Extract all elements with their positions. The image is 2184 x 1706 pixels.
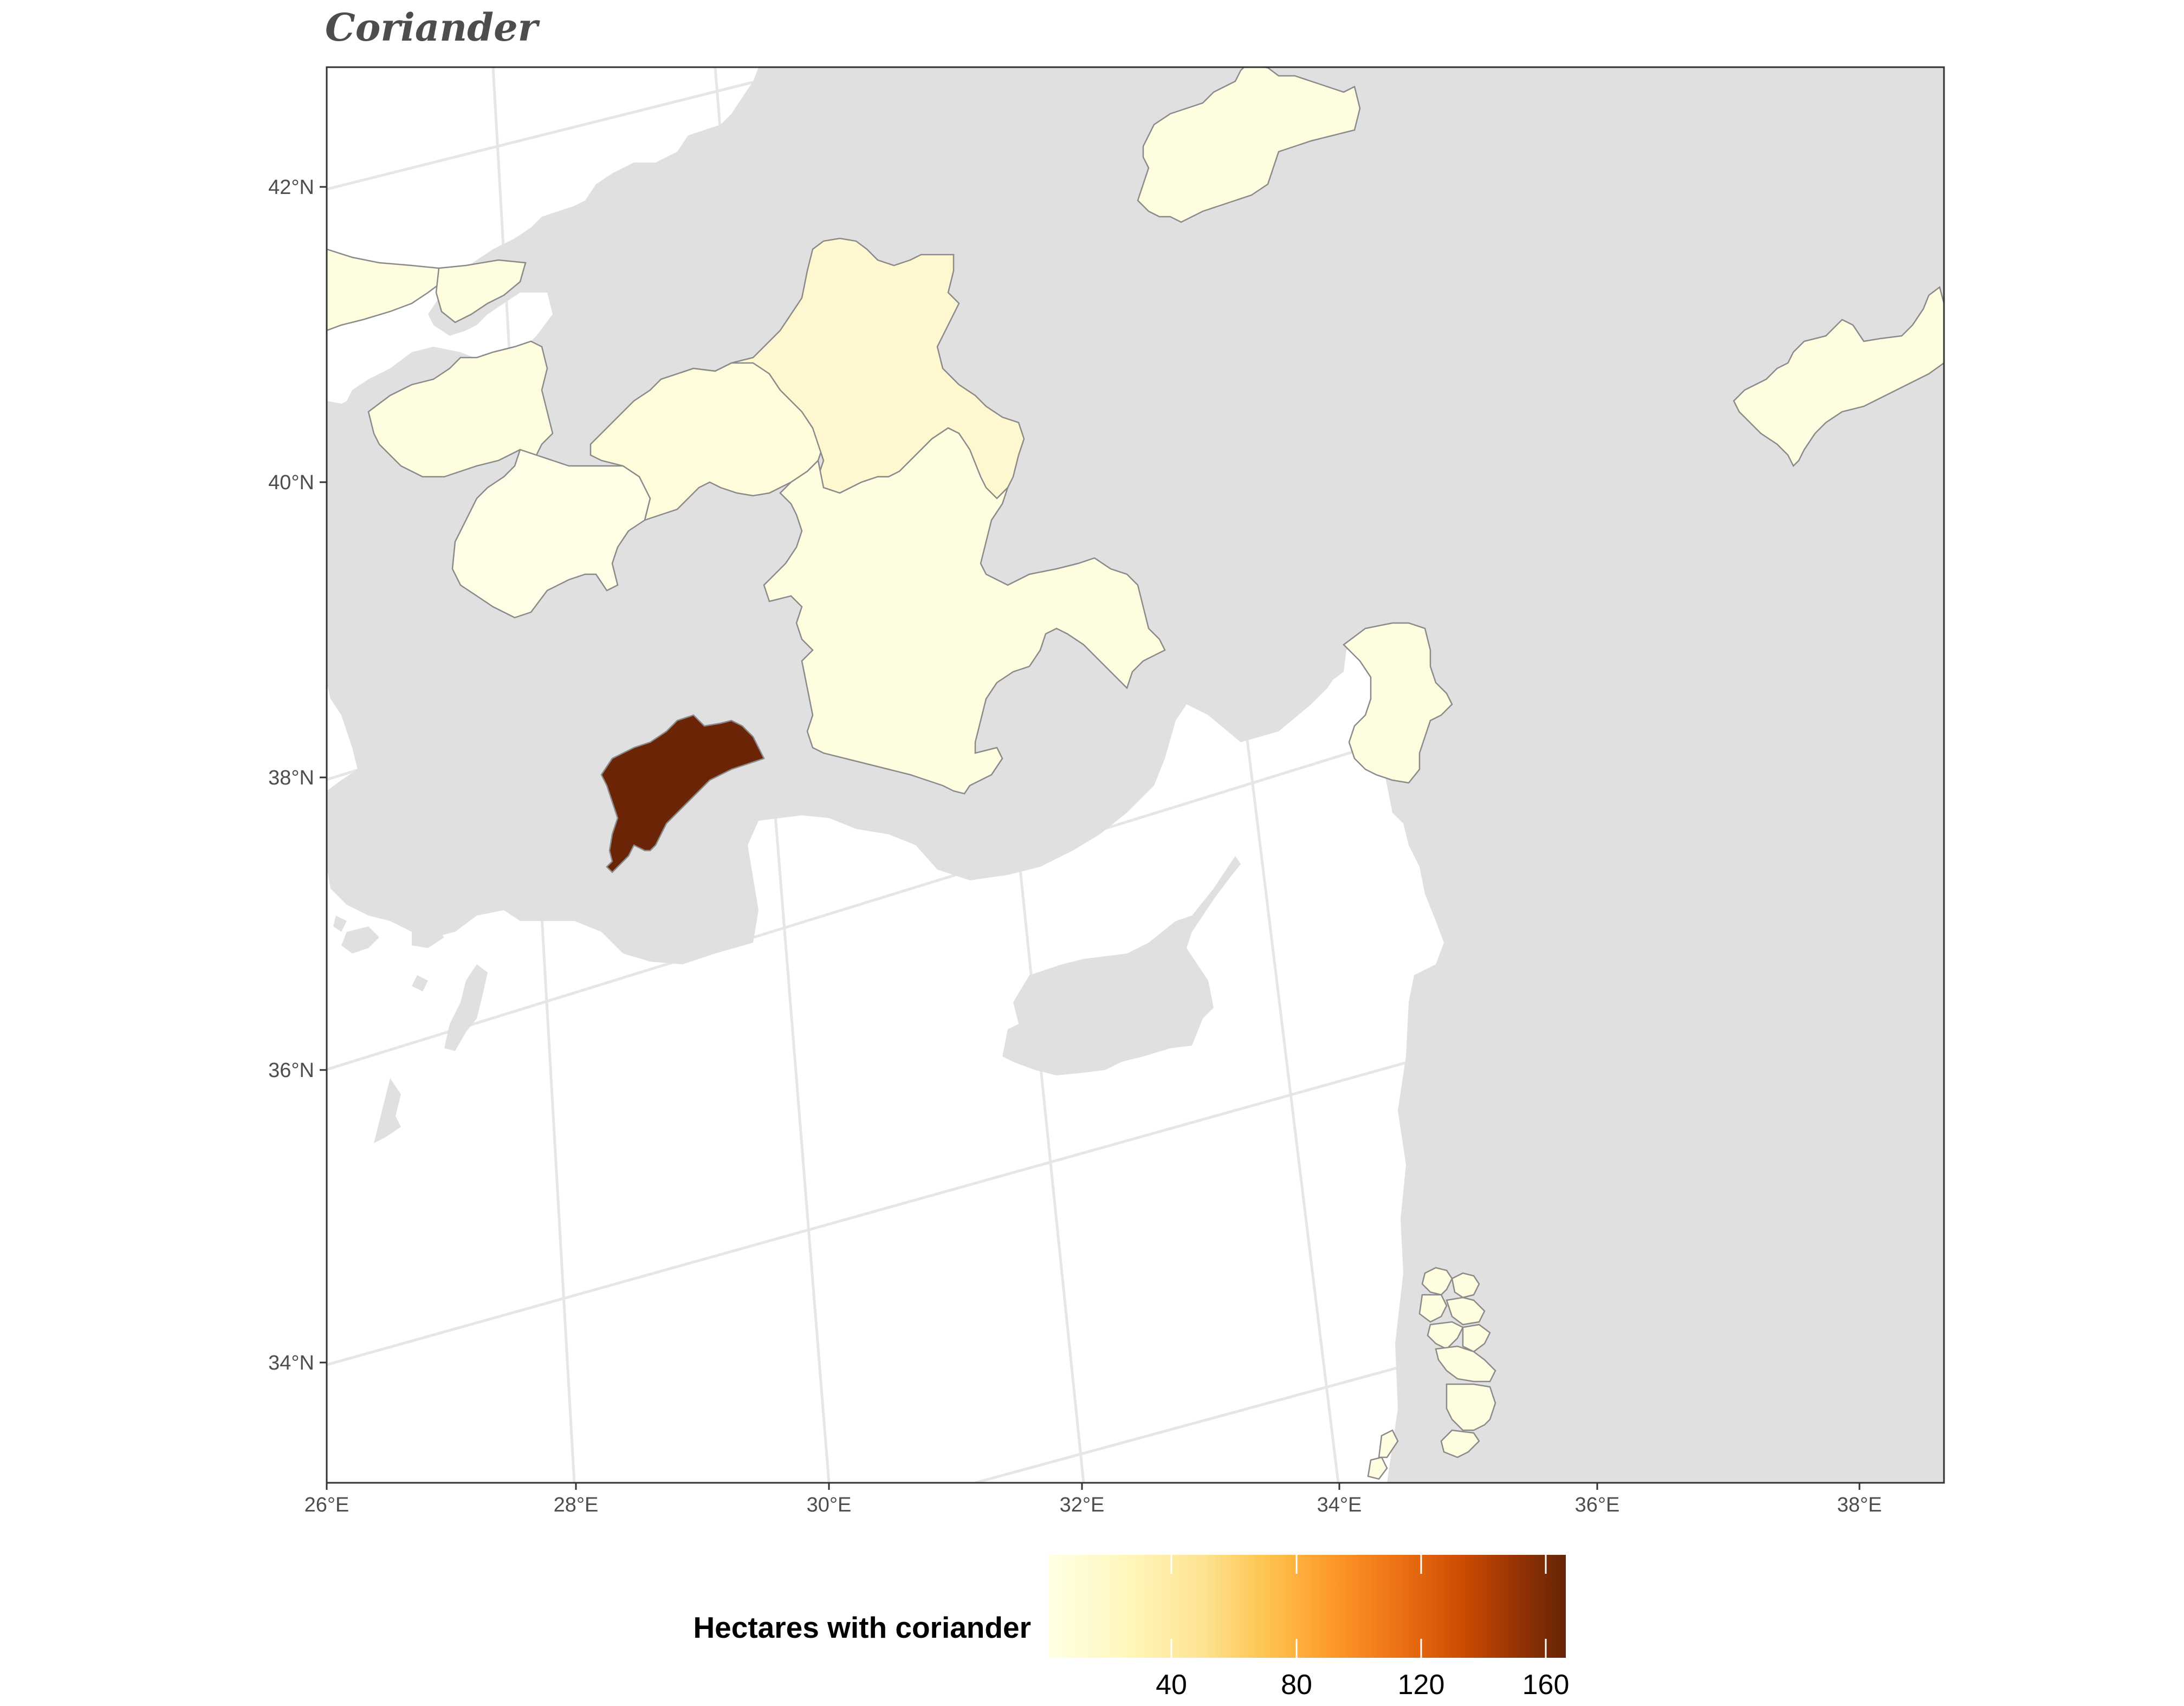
y-axis: 42°N 40°N 38°N 36°N 34°N — [268, 176, 327, 1374]
x-tick-label: 28°E — [554, 1494, 599, 1516]
island — [412, 975, 428, 991]
island — [341, 926, 379, 953]
province-region — [1343, 622, 1453, 784]
legend: Hectares with coriander 40 80 120 160 — [693, 1555, 1569, 1701]
map-panel — [326, 66, 1945, 1484]
island — [368, 867, 390, 888]
province-region — [435, 259, 527, 323]
panel-border — [326, 66, 1945, 1484]
x-tick-label: 32°E — [1060, 1494, 1105, 1516]
x-tick-label: 30°E — [807, 1494, 852, 1516]
island — [444, 964, 488, 1051]
island — [412, 926, 444, 948]
y-tick-label: 34°N — [268, 1352, 314, 1374]
province-region — [1733, 286, 1944, 468]
island — [374, 1078, 401, 1143]
y-tick-label: 36°N — [268, 1059, 314, 1082]
provinces — [327, 67, 1944, 1480]
province-cluster — [1367, 1267, 1496, 1480]
legend-tick-label: 160 — [1522, 1669, 1570, 1701]
province-region — [1137, 67, 1361, 223]
legend-title: Hectares with coriander — [693, 1611, 1031, 1644]
cyprus-landmass — [1002, 856, 1241, 1075]
map-title: Coriander — [325, 5, 541, 50]
x-tick-label: 38°E — [1837, 1494, 1882, 1516]
province-region — [327, 248, 440, 332]
legend-tick-label: 80 — [1281, 1669, 1312, 1701]
province-region — [660, 237, 1025, 500]
legend-tick-label: 40 — [1156, 1669, 1187, 1701]
province-region — [763, 427, 1166, 795]
x-tick-label: 26°E — [304, 1494, 349, 1516]
x-axis: 26°E 28°E 30°E 32°E 34°E 36°E 38°E — [304, 1483, 1882, 1516]
island — [333, 916, 347, 932]
x-tick-label: 34°E — [1317, 1494, 1362, 1516]
legend-colorbar — [1048, 1555, 1566, 1658]
y-tick-label: 38°N — [268, 767, 314, 789]
x-tick-label: 36°E — [1575, 1494, 1620, 1516]
province-region — [600, 714, 765, 873]
y-tick-label: 40°N — [268, 471, 314, 494]
province-region — [367, 340, 554, 478]
legend-tick-label: 120 — [1398, 1669, 1445, 1701]
y-tick-label: 42°N — [268, 176, 314, 199]
